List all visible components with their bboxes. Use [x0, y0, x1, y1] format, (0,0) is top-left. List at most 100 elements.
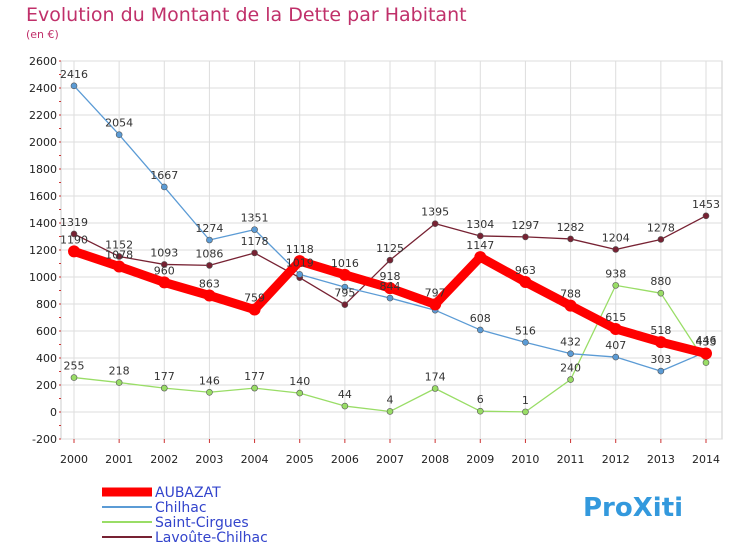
data-point-lavoute-chilhac	[70, 230, 78, 238]
data-point-lavoute-chilhac	[702, 212, 710, 220]
data-label-saint-cirgues: 255	[64, 360, 85, 373]
data-point-chilhac	[657, 367, 665, 375]
data-point-aubazat	[519, 275, 532, 288]
data-label-saint-cirgues: 6	[477, 393, 484, 406]
data-point-saint-cirgues	[341, 402, 349, 410]
x-tick-label: 2011	[557, 453, 585, 466]
data-point-lavoute-chilhac	[251, 249, 258, 257]
proxiti-logo: ProXiti	[583, 493, 683, 523]
data-label-aubazat: 615	[605, 311, 626, 324]
data-point-aubazat	[609, 322, 622, 335]
data-point-saint-cirgues	[567, 376, 574, 383]
data-label-chilhac: 407	[605, 339, 626, 352]
x-tick-label: 2002	[150, 453, 178, 466]
data-point-chilhac	[341, 283, 349, 291]
legend-label-aubazat: AUBAZAT	[155, 485, 221, 501]
data-point-saint-cirgues	[160, 384, 168, 392]
data-point-aubazat	[248, 303, 261, 316]
data-point-aubazat	[68, 245, 80, 258]
y-tick-label: 2600	[29, 55, 57, 68]
data-label-chilhac: 1019	[286, 256, 314, 269]
data-point-lavoute-chilhac	[115, 253, 123, 260]
data-point-chilhac	[567, 350, 574, 357]
data-point-aubazat	[158, 276, 171, 289]
x-tick-label: 2009	[466, 453, 494, 466]
data-label-saint-cirgues: 177	[244, 370, 265, 383]
data-point-chilhac	[296, 271, 304, 278]
data-point-lavoute-chilhac	[567, 235, 574, 243]
x-tick-label: 2012	[602, 453, 630, 466]
data-point-lavoute-chilhac	[431, 220, 439, 227]
data-point-aubazat	[293, 255, 306, 268]
data-label-chilhac: 432	[560, 336, 581, 349]
data-point-chilhac	[612, 353, 620, 361]
data-label-saint-cirgues: 4	[387, 393, 394, 406]
data-label-aubazat: 1016	[331, 257, 359, 270]
data-point-saint-cirgues	[522, 408, 529, 416]
data-label-aubazat: 788	[560, 288, 581, 301]
data-label-saint-cirgues: 240	[560, 362, 581, 375]
y-tick-label: 1600	[29, 190, 57, 203]
y-tick-label: 200	[36, 379, 57, 392]
data-point-saint-cirgues	[657, 289, 665, 297]
data-label-aubazat: 1147	[466, 239, 494, 252]
data-label-saint-cirgues: 938	[605, 267, 626, 280]
data-label-aubazat: 960	[154, 264, 175, 277]
data-point-lavoute-chilhac	[657, 236, 665, 243]
unit-label: (en €)	[26, 28, 59, 41]
data-point-aubazat	[384, 282, 396, 295]
data-label-saint-cirgues: 174	[425, 371, 446, 384]
y-tick-label: 2200	[29, 109, 57, 122]
x-tick-label: 2007	[376, 453, 404, 466]
data-point-lavoute-chilhac	[341, 301, 349, 308]
data-label-lavoute-chilhac: 1204	[602, 231, 630, 244]
x-tick-label: 2010	[511, 453, 539, 466]
data-label-aubazat: 759	[244, 292, 265, 305]
data-label-lavoute-chilhac: 1125	[376, 242, 404, 255]
data-label-saint-cirgues: 140	[289, 375, 310, 388]
data-label-lavoute-chilhac: 1278	[647, 221, 675, 234]
x-tick-label: 2003	[195, 453, 223, 466]
data-point-aubazat	[654, 336, 667, 349]
y-tick-label: 2000	[29, 136, 57, 149]
data-label-saint-cirgues: 44	[338, 388, 352, 401]
legend-label-chilhac: Chilhac	[155, 500, 207, 516]
x-tick-label: 2001	[105, 453, 133, 466]
data-point-saint-cirgues	[612, 282, 620, 289]
data-label-lavoute-chilhac: 1319	[60, 216, 88, 229]
data-label-lavoute-chilhac: 795	[334, 287, 355, 300]
x-tick-label: 2005	[286, 453, 314, 466]
data-point-lavoute-chilhac	[522, 233, 529, 241]
legend-label-saint-cirgues: Saint-Cirgues	[155, 515, 249, 531]
data-point-aubazat	[429, 298, 442, 311]
data-point-saint-cirgues	[431, 385, 439, 392]
data-label-aubazat: 1118	[286, 243, 314, 256]
data-point-saint-cirgues	[386, 408, 394, 415]
y-tick-label: 600	[36, 325, 57, 338]
x-tick-label: 2000	[60, 453, 88, 466]
data-label-aubazat: 433	[696, 336, 717, 349]
data-label-aubazat: 963	[515, 264, 536, 277]
data-point-lavoute-chilhac	[206, 262, 213, 269]
data-label-chilhac: 844	[380, 280, 401, 293]
data-point-lavoute-chilhac	[612, 246, 620, 253]
data-label-chilhac: 2416	[60, 68, 88, 81]
y-tick-label: 0	[50, 406, 57, 419]
data-point-lavoute-chilhac	[476, 232, 484, 240]
data-point-saint-cirgues	[296, 389, 304, 397]
x-tick-label: 2006	[331, 453, 359, 466]
data-label-chilhac: 2054	[105, 117, 133, 130]
data-point-aubazat	[700, 347, 712, 360]
data-label-saint-cirgues: 880	[650, 275, 671, 288]
data-point-chilhac	[206, 236, 213, 244]
data-point-saint-cirgues	[70, 374, 78, 381]
x-tick-label: 2014	[692, 453, 720, 466]
data-label-lavoute-chilhac: 1086	[195, 247, 223, 260]
data-point-saint-cirgues	[476, 407, 484, 415]
y-tick-label: 1800	[29, 163, 57, 176]
data-label-aubazat: 918	[380, 270, 401, 283]
data-point-chilhac	[70, 82, 78, 90]
data-label-aubazat: 1190	[60, 233, 88, 246]
data-label-chilhac: 1274	[195, 222, 223, 235]
